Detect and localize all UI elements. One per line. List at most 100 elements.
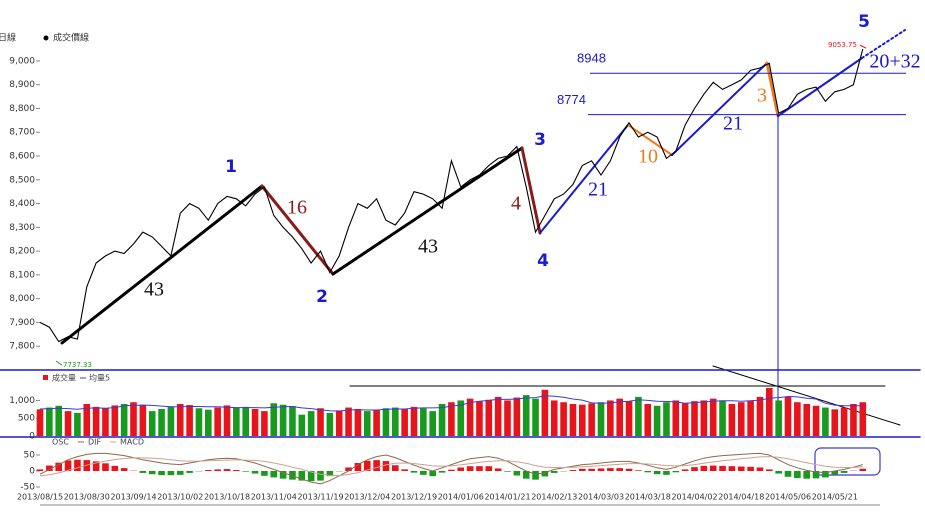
bar [195,408,203,436]
bar [784,396,792,436]
low-label: 7737.33 [63,361,92,369]
wave-count: 43 [144,279,164,301]
bar [64,411,72,436]
bar [840,407,848,436]
bar [457,467,465,471]
bar [223,469,231,471]
bar [120,468,128,471]
bar [270,403,278,436]
bar [691,467,698,471]
bar [139,471,147,473]
wave-line [520,146,542,235]
y-tick-label: 8,000 [9,294,35,304]
x-tick-label: 2013/08/15 [17,493,63,502]
bar [102,463,109,471]
wave-lines [0,29,921,476]
low-marker [55,360,63,366]
wave-label: 1 [225,157,237,177]
bar [251,408,259,436]
bar [279,471,287,479]
bar [672,400,680,436]
bar [307,411,315,436]
y-tick-label: 8,400 [9,199,35,209]
bar [756,467,764,471]
bar [635,396,642,436]
period-label: 日線 [0,32,16,44]
wave-line [627,124,673,156]
bar [102,408,109,436]
bar [55,405,62,436]
bar [569,404,577,436]
bar [345,407,352,436]
bar [663,402,670,436]
bar [747,466,754,471]
wave-count: 43 [418,236,438,258]
bar [36,469,44,471]
bar [784,471,792,477]
y-tick-label: -50 [20,483,35,493]
bar [522,395,530,436]
bar [476,401,483,436]
x-tick-label: 2014/04/18 [718,493,764,502]
wave-label: 2 [316,287,328,307]
bar [438,471,446,473]
indicator-line [39,395,863,412]
bar [176,404,184,436]
x-tick-label: 2013/11/19 [297,493,343,502]
bar [186,405,193,436]
bar [803,404,810,436]
bar [532,398,539,436]
bar [494,396,502,436]
x-tick-label: 2013/12/19 [391,493,437,502]
bar [233,470,240,471]
bar [607,400,614,436]
high-label: 9053.75 [828,41,857,49]
bar [775,471,782,474]
bar [46,407,53,436]
bar [466,466,474,471]
bar [270,471,278,478]
wave-label: 4 [537,251,549,271]
bar [205,409,212,436]
volume-line [712,365,901,426]
bar [859,402,867,436]
x-tick-label: 2013/11/04 [251,493,297,502]
bar [363,411,371,436]
bar [850,404,857,436]
bar [653,471,661,475]
y-tick-label: 9,000 [9,56,35,66]
bar [158,408,165,436]
bar [476,466,483,471]
legend-marker [43,375,48,380]
y-tick-label: 8,100 [9,270,35,280]
bar [766,388,773,436]
bar [663,471,670,475]
bar [111,405,119,436]
bar [139,404,147,436]
bar [335,410,343,436]
bar [242,471,249,472]
x-tick-label: 2013/10/18 [204,493,250,502]
bar [111,465,119,471]
bar [607,468,614,471]
bar [859,468,867,471]
y-tick-label: 8,800 [9,104,35,114]
bar [382,408,390,436]
bar [532,471,539,480]
bar [36,409,44,436]
wave-line [765,61,780,118]
bar [625,468,633,471]
bar [766,469,773,471]
bar [737,466,745,471]
bar [803,471,810,479]
bar [363,460,371,471]
bar [354,408,362,436]
bar [569,470,577,471]
macd-legend: OSC DIF MACD [52,438,144,447]
bar [485,466,493,471]
bar [410,471,418,473]
level-label: 8774 [557,92,586,107]
indicator-line [39,452,863,485]
bar [728,404,736,436]
y-tick-label: 50 [24,451,36,461]
